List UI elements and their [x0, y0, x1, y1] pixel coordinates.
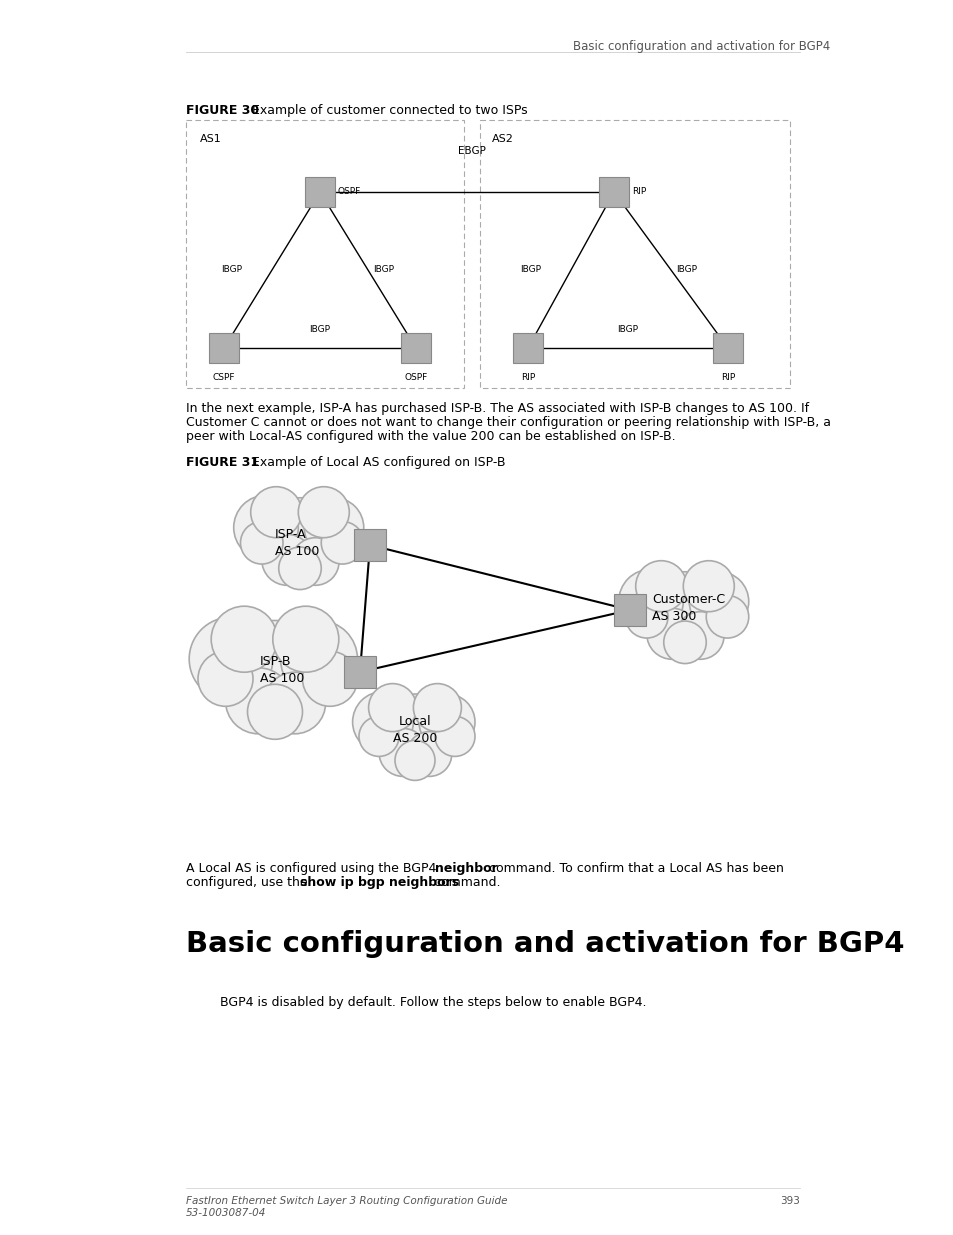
Ellipse shape — [663, 621, 705, 663]
FancyBboxPatch shape — [712, 333, 742, 363]
Ellipse shape — [353, 692, 413, 752]
Text: show ip bgp neighbors: show ip bgp neighbors — [299, 876, 458, 889]
Text: FIGURE 30: FIGURE 30 — [186, 104, 259, 117]
Ellipse shape — [198, 651, 253, 706]
Text: Customer-C
AS 300: Customer-C AS 300 — [651, 593, 724, 622]
Ellipse shape — [395, 741, 435, 781]
Text: command.: command. — [430, 876, 500, 889]
Text: RIP: RIP — [520, 373, 535, 382]
Ellipse shape — [292, 537, 338, 585]
Text: IBGP: IBGP — [519, 266, 540, 274]
Ellipse shape — [278, 547, 321, 589]
Text: IBGP: IBGP — [676, 266, 697, 274]
Text: FastIron Ethernet Switch Layer 3 Routing Configuration Guide: FastIron Ethernet Switch Layer 3 Routing… — [186, 1195, 507, 1207]
FancyBboxPatch shape — [305, 177, 335, 207]
Ellipse shape — [233, 495, 298, 559]
Text: IBGP: IBGP — [221, 266, 242, 274]
Ellipse shape — [378, 729, 427, 777]
Ellipse shape — [705, 595, 748, 638]
Ellipse shape — [625, 595, 667, 638]
FancyBboxPatch shape — [513, 333, 542, 363]
Text: configured, use the: configured, use the — [186, 876, 312, 889]
Text: RIP: RIP — [720, 373, 735, 382]
Ellipse shape — [358, 716, 398, 756]
Text: Basic configuration and activation for BGP4: Basic configuration and activation for B… — [572, 40, 829, 53]
Ellipse shape — [646, 609, 697, 659]
Ellipse shape — [240, 521, 283, 564]
Ellipse shape — [418, 694, 475, 750]
Ellipse shape — [261, 498, 338, 574]
Text: EBGP: EBGP — [457, 146, 485, 156]
FancyBboxPatch shape — [354, 529, 386, 561]
Ellipse shape — [251, 487, 301, 537]
Text: neighbor: neighbor — [435, 862, 497, 876]
Ellipse shape — [302, 651, 357, 706]
Ellipse shape — [378, 694, 451, 766]
Ellipse shape — [368, 684, 416, 731]
Ellipse shape — [247, 684, 302, 740]
Text: FIGURE 31: FIGURE 31 — [186, 456, 259, 469]
FancyBboxPatch shape — [344, 656, 375, 688]
Text: A Local AS is configured using the BGP4: A Local AS is configured using the BGP4 — [186, 862, 440, 876]
Text: IBGP: IBGP — [373, 266, 394, 274]
Ellipse shape — [225, 620, 324, 720]
Ellipse shape — [304, 498, 363, 557]
Ellipse shape — [280, 620, 357, 698]
Text: OSPF: OSPF — [337, 188, 361, 196]
Text: OSPF: OSPF — [404, 373, 427, 382]
Text: Example of Local AS configured on ISP-B: Example of Local AS configured on ISP-B — [248, 456, 505, 469]
Ellipse shape — [646, 572, 722, 648]
Ellipse shape — [676, 611, 723, 659]
Text: Basic configuration and activation for BGP4: Basic configuration and activation for B… — [186, 930, 903, 958]
Text: ISP-B
AS 100: ISP-B AS 100 — [260, 655, 304, 685]
FancyBboxPatch shape — [614, 594, 645, 626]
Ellipse shape — [435, 716, 475, 756]
Ellipse shape — [189, 618, 273, 700]
Ellipse shape — [635, 561, 686, 611]
Ellipse shape — [688, 572, 748, 631]
Text: Example of customer connected to two ISPs: Example of customer connected to two ISP… — [248, 104, 527, 117]
FancyBboxPatch shape — [209, 333, 239, 363]
Ellipse shape — [264, 672, 325, 734]
Text: In the next example, ISP-A has purchased ISP-B. The AS associated with ISP-B cha: In the next example, ISP-A has purchased… — [186, 403, 808, 415]
Text: command. To confirm that a Local AS has been: command. To confirm that a Local AS has … — [484, 862, 783, 876]
Text: AS2: AS2 — [492, 135, 514, 144]
Text: ISP-A
AS 100: ISP-A AS 100 — [274, 529, 319, 558]
Text: CSPF: CSPF — [213, 373, 235, 382]
FancyBboxPatch shape — [400, 333, 431, 363]
Text: 53-1003087-04: 53-1003087-04 — [186, 1208, 266, 1218]
Ellipse shape — [321, 521, 363, 564]
Ellipse shape — [682, 561, 734, 611]
Text: AS1: AS1 — [200, 135, 221, 144]
Ellipse shape — [413, 684, 461, 731]
Text: peer with Local-AS configured with the value 200 can be established on ISP-B.: peer with Local-AS configured with the v… — [186, 430, 675, 443]
Text: Customer C cannot or does not want to change their configuration or peering rela: Customer C cannot or does not want to ch… — [186, 416, 830, 429]
Ellipse shape — [298, 487, 349, 537]
Ellipse shape — [211, 606, 277, 672]
Ellipse shape — [225, 668, 292, 734]
Ellipse shape — [407, 731, 452, 777]
Text: Local
AS 200: Local AS 200 — [393, 715, 436, 745]
Text: IBGP: IBGP — [309, 325, 330, 333]
Ellipse shape — [273, 606, 338, 672]
Text: IBGP: IBGP — [617, 325, 638, 333]
FancyBboxPatch shape — [598, 177, 628, 207]
Text: BGP4 is disabled by default. Follow the steps below to enable BGP4.: BGP4 is disabled by default. Follow the … — [220, 995, 646, 1009]
Ellipse shape — [261, 535, 313, 585]
Ellipse shape — [618, 569, 682, 634]
Text: RIP: RIP — [631, 188, 645, 196]
Text: 393: 393 — [780, 1195, 800, 1207]
